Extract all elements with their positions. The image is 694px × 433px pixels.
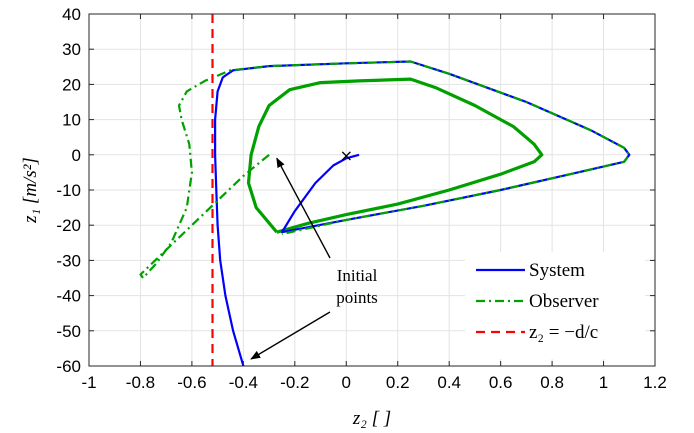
y-tick-label: 40 [62, 5, 81, 24]
annotation-arrow-0 [276, 157, 331, 259]
y-tick-label: -10 [56, 181, 81, 200]
y-tick-label: 30 [62, 40, 81, 59]
annotation-line-2: points [336, 288, 378, 307]
legend-label-0: System [529, 260, 585, 281]
series-line-0 [214, 60, 631, 367]
x-tick-label: 1.2 [643, 373, 667, 392]
y-tick-label: -40 [56, 287, 81, 306]
x-tick-label: -0.8 [126, 373, 155, 392]
legend-label-1: Observer [529, 291, 599, 312]
x-axis-label: z₂ [ ] [352, 408, 391, 429]
x-tick-label: -1 [81, 373, 96, 392]
legend: System Observer z₂ = −d/c [465, 252, 645, 359]
y-tick-label: -50 [56, 322, 81, 341]
extras-layer: × [340, 146, 353, 165]
limit-cycle-line [246, 77, 544, 234]
x-tick-label: 1 [599, 373, 608, 392]
y-tick-label: -60 [56, 357, 81, 376]
annotation-arrow-1 [250, 311, 331, 360]
tick-labels: -1 -0.8 -0.6 -0.4 -0.2 0 0.2 0.4 0.6 0.8 1 1.2 40 30 2… [56, 5, 666, 392]
x-tick-label: 0.6 [489, 373, 513, 392]
series-line-1 [139, 60, 631, 280]
legend-label-2: z₂ = −d/c [529, 322, 598, 343]
x-tick-label: -0.2 [280, 373, 309, 392]
annotation-line-1: Initial [337, 266, 378, 285]
x-tick-label: 0.8 [540, 373, 564, 392]
center-marker: × [340, 146, 353, 165]
y-tick-label: 10 [62, 111, 81, 130]
x-tick-label: 0.2 [386, 373, 410, 392]
y-tick-label: -30 [56, 251, 81, 270]
x-tick-label: -0.4 [229, 373, 258, 392]
y-tick-label: -20 [56, 216, 81, 235]
x-tick-label: 0.4 [437, 373, 461, 392]
x-tick-label: 0 [342, 373, 351, 392]
series-layer [139, 14, 631, 367]
initial-points-annotation: Initial points [250, 157, 378, 360]
y-tick-label: 0 [72, 146, 81, 165]
y-axis-label: z₁ [m/s²] [20, 157, 41, 224]
y-tick-label: 20 [62, 75, 81, 94]
x-tick-label: -0.6 [177, 373, 206, 392]
